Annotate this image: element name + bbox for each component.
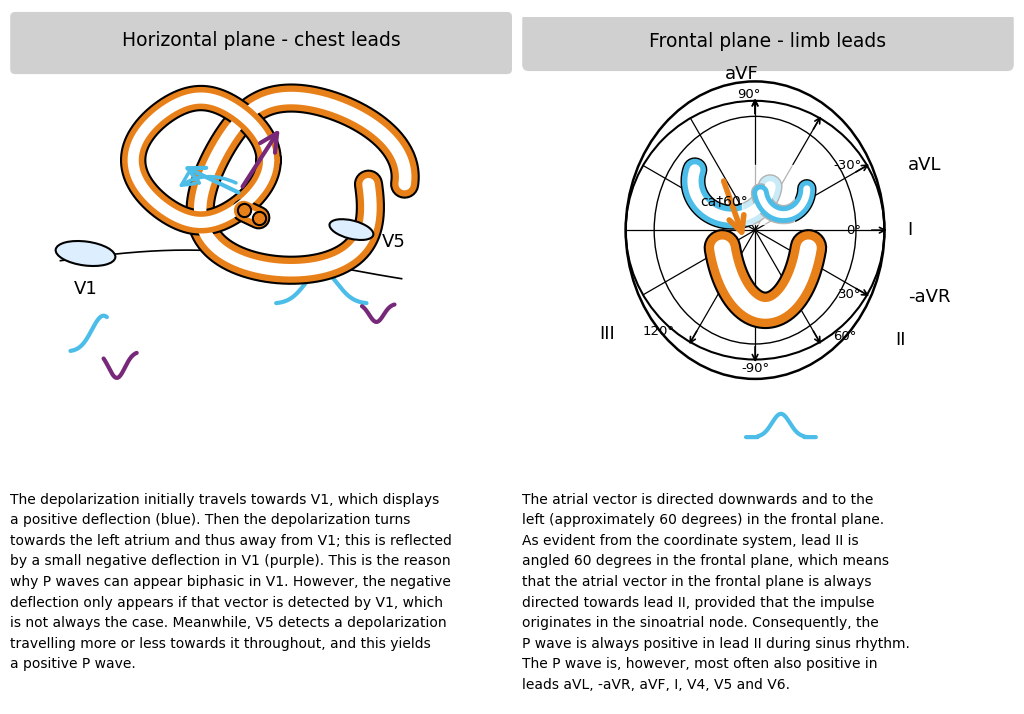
Text: 60°: 60° xyxy=(833,330,856,343)
Text: III: III xyxy=(600,325,615,343)
Text: 30°: 30° xyxy=(838,288,861,301)
Text: V5: V5 xyxy=(382,233,406,251)
Ellipse shape xyxy=(330,219,374,240)
Text: aVL: aVL xyxy=(907,156,941,174)
Text: II: II xyxy=(895,331,905,349)
FancyBboxPatch shape xyxy=(10,12,512,74)
Text: 90°: 90° xyxy=(737,88,760,101)
Text: -90°: -90° xyxy=(741,362,769,375)
Text: The depolarization initially travels towards V1, which displays
a positive defle: The depolarization initially travels tow… xyxy=(10,493,453,671)
Text: aVF: aVF xyxy=(725,64,759,83)
Text: 0°: 0° xyxy=(846,223,861,236)
Text: -30°: -30° xyxy=(833,159,861,172)
Text: ca†60°: ca†60° xyxy=(700,195,749,208)
Ellipse shape xyxy=(55,241,116,266)
Text: V1: V1 xyxy=(74,280,97,298)
Text: The atrial vector is directed downwards and to the
left (approximately 60 degree: The atrial vector is directed downwards … xyxy=(522,493,910,692)
Text: Horizontal plane - chest leads: Horizontal plane - chest leads xyxy=(122,31,400,50)
Text: -aVR: -aVR xyxy=(907,288,950,306)
Text: 120°: 120° xyxy=(643,325,675,338)
Text: I: I xyxy=(907,221,913,239)
FancyBboxPatch shape xyxy=(522,13,1014,71)
Text: Frontal plane - limb leads: Frontal plane - limb leads xyxy=(649,32,887,51)
